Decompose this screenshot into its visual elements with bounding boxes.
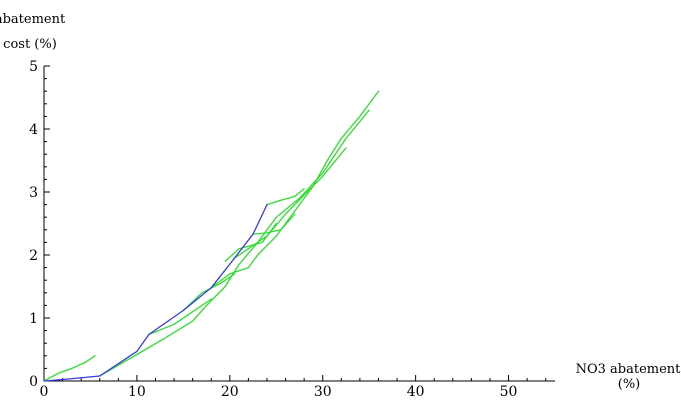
x-tick-label: 40 xyxy=(407,384,425,400)
series-line-6-green xyxy=(210,90,380,289)
series-line-9-green xyxy=(266,188,305,206)
x-axis-title: NO3 abatement (%) xyxy=(576,362,681,392)
series-layer xyxy=(43,90,380,382)
x-axis-title-line-2: (%) xyxy=(618,377,641,392)
series-line-3-green xyxy=(99,109,370,377)
x-tick-label: 20 xyxy=(221,384,239,400)
y-tick-label: 2 xyxy=(29,248,38,264)
y-tick-label: 5 xyxy=(29,59,38,75)
series-line-1-blue xyxy=(43,203,268,382)
y-tick-label: 0 xyxy=(29,374,38,390)
series-line-8-green xyxy=(252,213,296,235)
x-tick-label: 0 xyxy=(40,384,49,400)
x-tick-label: 50 xyxy=(500,384,518,400)
series-line-7-green xyxy=(233,147,347,259)
y-axis-title-line-1: abatement xyxy=(0,12,66,27)
y-tick-label: 1 xyxy=(29,311,38,327)
series-line-4-green xyxy=(148,298,212,336)
y-axis-title-line-2: cost (%) xyxy=(3,37,57,52)
y-tick-label: 3 xyxy=(29,185,38,201)
y-axis-title: abatement cost (%) xyxy=(0,12,66,52)
axes: 0 10 20 30 40 50 0 1 2 3 4 5 xyxy=(29,59,555,400)
x-axis-title-line-1: NO3 abatement xyxy=(576,362,681,377)
series-line-10-green xyxy=(224,222,277,262)
x-tick-label: 10 xyxy=(128,384,146,400)
y-tick-label: 4 xyxy=(29,122,38,138)
series-line-2-green xyxy=(43,355,96,382)
x-tick-label: 30 xyxy=(314,384,332,400)
